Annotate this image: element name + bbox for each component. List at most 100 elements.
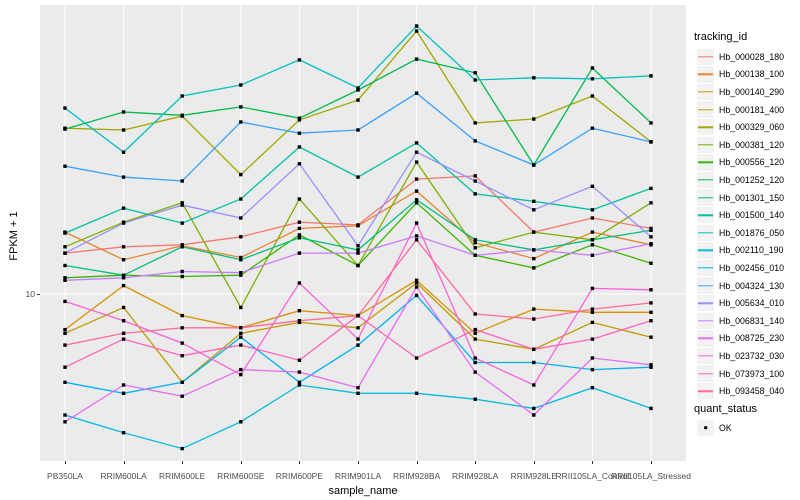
legend-label: Hb_000329_060: [719, 122, 785, 133]
data-point: [63, 331, 67, 335]
x-tick-label: RRIM600SE: [217, 471, 265, 481]
data-point: [649, 335, 653, 339]
x-tick-mark: [299, 461, 301, 464]
legend-key: [697, 171, 714, 189]
data-point: [590, 94, 595, 98]
plot-canvas: [40, 5, 686, 461]
data-point: [63, 343, 67, 347]
data-point: [473, 337, 477, 341]
data-point: [649, 235, 653, 239]
legend-key: [697, 277, 714, 294]
data-point: [180, 313, 184, 318]
quant-status-key: [697, 419, 714, 437]
y-tick-mark: [37, 294, 40, 295]
legend-label: Hb_001876_050: [719, 227, 785, 238]
data-point: [532, 256, 536, 261]
x-tick-label: PB350LA: [47, 471, 83, 481]
data-point: [63, 251, 67, 255]
data-point: [532, 347, 536, 351]
data-point: [297, 116, 302, 120]
data-point: [590, 337, 595, 341]
data-point: [414, 57, 419, 61]
data-point: [356, 326, 360, 330]
data-point: [356, 251, 360, 255]
legend-line-swatch: [698, 355, 713, 357]
data-point: [180, 354, 184, 358]
data-point: [590, 386, 595, 390]
data-point: [239, 420, 243, 424]
data-point: [649, 140, 653, 144]
legend-label: Hb_001500_140: [719, 210, 785, 221]
data-point: [590, 66, 595, 70]
data-point: [297, 320, 302, 325]
legend-label: Hb_000181_400: [719, 104, 785, 115]
data-point: [473, 179, 477, 183]
legend-key: [697, 312, 714, 330]
data-point: [590, 367, 595, 372]
data-point: [121, 283, 126, 288]
data-point: [297, 131, 302, 135]
x-tick-mark: [182, 461, 184, 464]
x-tick-mark: [592, 461, 594, 464]
data-point: [121, 150, 126, 154]
data-point: [121, 175, 126, 179]
data-point: [649, 363, 653, 367]
data-point: [239, 326, 243, 330]
data-point: [414, 278, 419, 282]
legend: tracking_id Hb_000028_180 Hb_000138_100 Hb…: [694, 0, 800, 500]
legend-tracking-title: tracking_id: [694, 31, 748, 43]
legend-label: Hb_001252_120: [719, 174, 785, 185]
data-point: [63, 164, 67, 168]
data-point: [649, 261, 653, 265]
data-point: [356, 337, 360, 341]
data-point: [239, 120, 243, 124]
data-point: [63, 413, 67, 417]
data-point: [414, 356, 419, 360]
data-point: [121, 319, 126, 323]
x-tick-label: RRIM600LA: [100, 471, 147, 481]
data-point: [239, 255, 243, 260]
data-point: [590, 307, 595, 311]
data-point: [180, 380, 184, 384]
data-point: [532, 383, 536, 387]
x-tick-mark: [123, 461, 125, 464]
data-point: [239, 367, 243, 372]
x-tick-label: RRIM928LA: [452, 471, 499, 481]
legend-item: Hb_001301_150: [697, 189, 784, 207]
x-tick-label: RRIM901LA: [334, 471, 382, 481]
data-point: [63, 245, 67, 249]
legend-key: [697, 154, 714, 171]
data-point: [473, 331, 477, 335]
data-point: [63, 231, 67, 235]
data-point: [356, 248, 360, 252]
legend-key: [697, 294, 714, 312]
data-point: [473, 246, 477, 250]
data-point: [590, 77, 595, 81]
legend-item: Hb_006831_140: [697, 312, 784, 330]
data-point: [297, 197, 302, 201]
legend-item: Hb_002110_190: [697, 242, 783, 260]
data-point: [649, 186, 653, 191]
legend-label: Hb_073973_100: [719, 368, 785, 379]
data-point: [590, 216, 595, 220]
data-point: [414, 141, 419, 145]
legend-item: Hb_008725_230: [697, 330, 784, 348]
data-point: [239, 273, 243, 277]
x-tick-mark: [416, 461, 418, 464]
legend-item: Hb_000181_400: [697, 101, 784, 119]
legend-key: [697, 206, 714, 224]
data-point: [180, 221, 184, 225]
legend-line-swatch: [698, 232, 713, 234]
data-point: [121, 245, 126, 249]
data-point: [649, 301, 653, 305]
data-point: [297, 162, 302, 166]
data-point: [63, 278, 67, 282]
data-point: [356, 343, 360, 347]
data-point: [297, 251, 302, 255]
data-point: [649, 288, 653, 292]
data-point: [649, 319, 653, 323]
data-point: [532, 208, 536, 212]
x-tick-mark: [240, 461, 242, 464]
x-axis-title: sample_name: [328, 485, 398, 497]
